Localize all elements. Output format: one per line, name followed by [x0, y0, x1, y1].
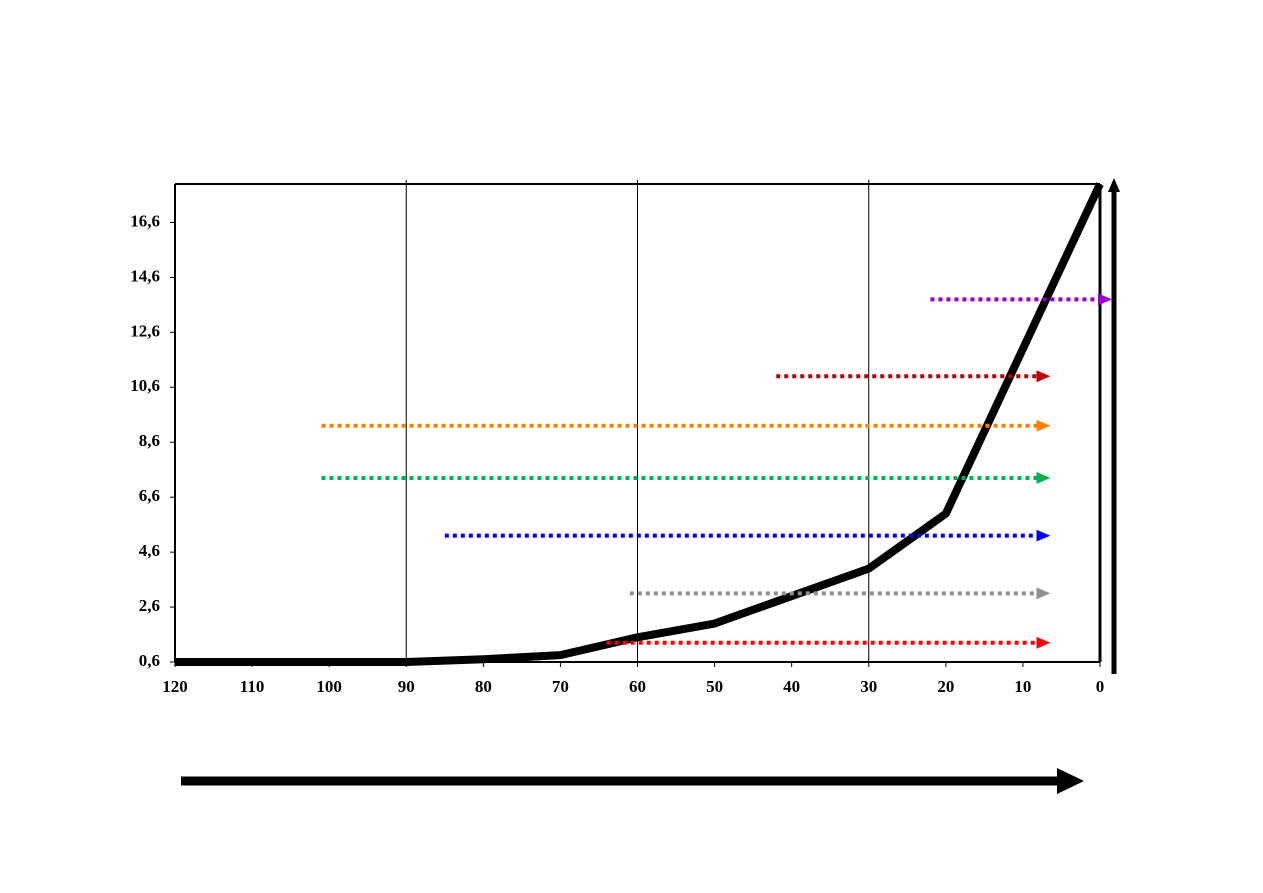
x-tick-label: 80 — [475, 677, 492, 696]
x-tick-label: 60 — [629, 677, 646, 696]
arrow-head — [1108, 178, 1120, 192]
x-tick-label: 10 — [1014, 677, 1031, 696]
x-tick-label: 110 — [240, 677, 265, 696]
arrow-head — [1057, 768, 1084, 794]
x-tick-label: 40 — [783, 677, 800, 696]
x-tick-label: 50 — [706, 677, 723, 696]
y-tick-label: 6,6 — [139, 486, 160, 505]
x-tick-label: 70 — [552, 677, 569, 696]
data-line — [175, 182, 1104, 666]
y-tick-label: 8,6 — [139, 431, 160, 450]
y-tick-label: 2,6 — [139, 596, 160, 615]
x-tick-label: 30 — [860, 677, 877, 696]
y-tick-label: 16,6 — [130, 211, 160, 230]
x-tick-label: 120 — [162, 677, 188, 696]
y-tick-label: 0,6 — [139, 651, 160, 670]
y-tick-label: 12,6 — [130, 321, 160, 340]
x-tick-label: 20 — [937, 677, 954, 696]
x-tick-label: 0 — [1096, 677, 1105, 696]
y-tick-label: 4,6 — [139, 541, 160, 560]
y-tick-label: 14,6 — [130, 266, 160, 285]
y-tick-label: 10,6 — [130, 376, 160, 395]
x-tick-label: 90 — [398, 677, 415, 696]
x-tick-label: 100 — [316, 677, 342, 696]
